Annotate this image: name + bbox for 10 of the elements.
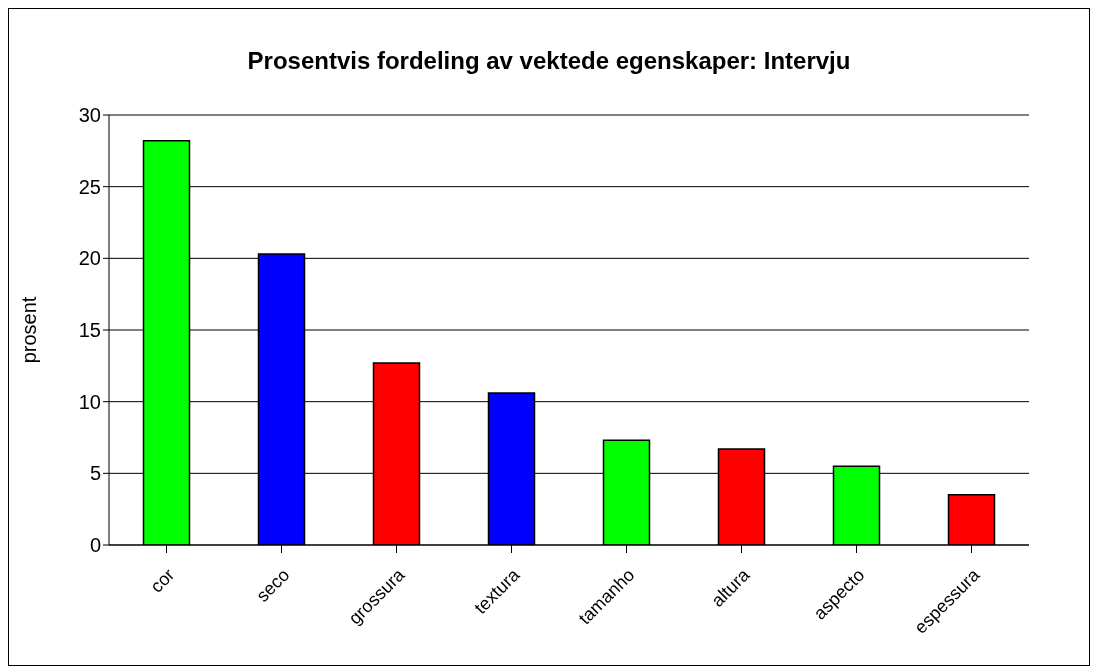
y-tick-label: 30 [78,104,101,127]
y-tick-label: 15 [78,319,101,342]
y-tick-label: 0 [89,534,101,557]
y-tick-label: 5 [89,462,101,485]
chart-title: Prosentvis fordeling av vektede egenskaper: Intervju [246,46,852,76]
y-tick-label: 20 [78,247,101,270]
y-axis-title: prosent [18,296,41,364]
x-tick-label: cor [146,564,179,597]
y-tick-label: 10 [78,390,101,413]
y-tick-label: 25 [78,175,101,198]
